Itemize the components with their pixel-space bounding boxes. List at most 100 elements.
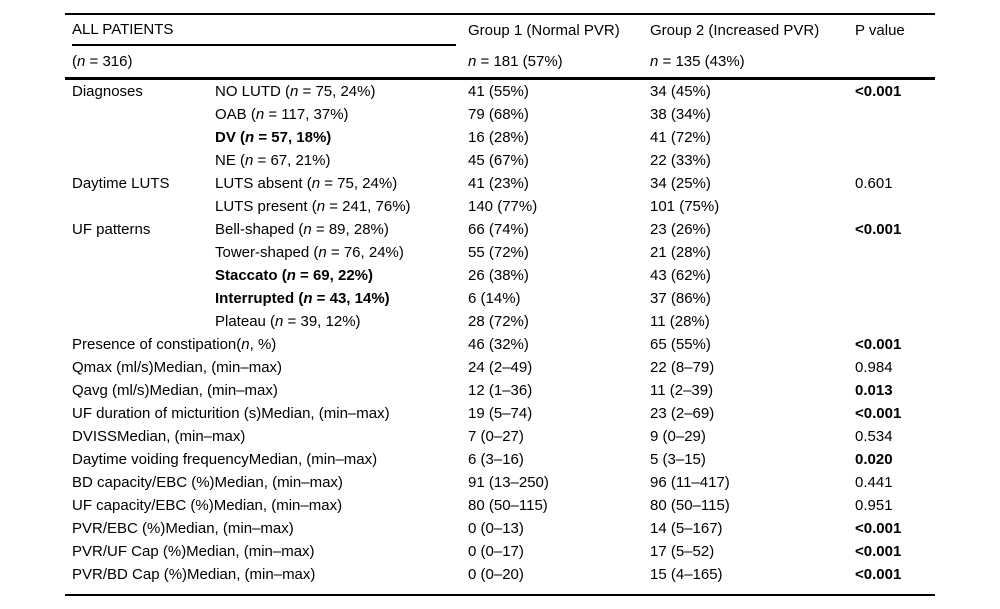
- row-category-cell: [72, 149, 215, 172]
- p-value-cell: [855, 287, 935, 310]
- row-category-cell: Qavg (ml/s)Median, (min–max): [72, 382, 278, 399]
- group1-value-cell: 26 (38%): [468, 267, 529, 284]
- table-body: Diagnoses NO LUTD (n = 75, 24%) 41 (55%)…: [65, 80, 935, 594]
- group2-value-cell: 80 (50–115): [650, 497, 730, 514]
- patient-comparison-table: ALL PATIENTS Group 1 (Normal PVR) Group …: [65, 13, 935, 596]
- group2-value-cell: 23 (2–69): [650, 405, 715, 422]
- p-value-cell: [855, 310, 935, 333]
- row-subcategory-cell: LUTS absent (n = 75, 24%): [215, 175, 398, 192]
- group2-value-cell: 21 (28%): [650, 244, 711, 261]
- table-row: Qmax (ml/s)Median, (min–max) 24 (2–49) 2…: [65, 356, 935, 379]
- table-row: NE (n = 67, 21%) 45 (67%) 22 (33%): [65, 149, 935, 172]
- p-value-cell: [855, 149, 935, 172]
- row-subcategory-cell: DV (n = 57, 18%): [215, 129, 332, 146]
- row-subcategory-cell: NO LUTD (n = 75, 24%): [215, 83, 376, 100]
- p-value-cell: <0.001: [855, 520, 902, 537]
- group1-count-cell: n = 181 (57%): [468, 46, 650, 77]
- p-value-cell: <0.001: [855, 566, 902, 583]
- p-value-cell: [855, 126, 935, 149]
- table-row: Qavg (ml/s)Median, (min–max) 12 (1–36) 1…: [65, 379, 935, 402]
- group1-value-cell: 41 (23%): [468, 175, 529, 192]
- group1-value-cell: 19 (5–74): [468, 405, 533, 422]
- group1-value-cell: 0 (0–17): [468, 543, 524, 560]
- group1-value-cell: 80 (50–115): [468, 497, 548, 514]
- row-category-cell: PVR/EBC (%)Median, (min–max): [72, 520, 294, 537]
- p-value-cell: 0.601: [855, 175, 893, 192]
- group2-value-cell: 101 (75%): [650, 198, 720, 215]
- row-category-cell: PVR/UF Cap (%)Median, (min–max): [72, 543, 315, 560]
- group1-value-cell: 24 (2–49): [468, 359, 533, 376]
- group1-value-cell: 12 (1–36): [468, 382, 533, 399]
- p-value-cell: 0.441: [855, 474, 893, 491]
- table-row: Interrupted (n = 43, 14%) 6 (14%) 37 (86…: [65, 287, 935, 310]
- group2-value-cell: 65 (55%): [650, 336, 711, 353]
- table-row: Diagnoses NO LUTD (n = 75, 24%) 41 (55%)…: [65, 80, 935, 103]
- group1-title: Group 1 (Normal PVR): [468, 22, 620, 39]
- table-row: OAB (n = 117, 37%) 79 (68%) 38 (34%): [65, 103, 935, 126]
- p-value-cell: <0.001: [855, 543, 902, 560]
- row-category-cell: UF duration of micturition (s)Median, (m…: [72, 405, 390, 422]
- table-row: UF capacity/EBC (%)Median, (min–max) 80 …: [65, 494, 935, 517]
- table-row: Presence of constipation(n, %) 46 (32%) …: [65, 333, 935, 356]
- row-category-cell: [72, 195, 215, 218]
- table-row: LUTS present (n = 241, 76%) 140 (77%) 10…: [65, 195, 935, 218]
- group1-value-cell: 0 (0–13): [468, 520, 524, 537]
- table-row: Tower-shaped (n = 76, 24%) 55 (72%) 21 (…: [65, 241, 935, 264]
- p-value-cell: 0.020: [855, 451, 893, 468]
- group2-value-cell: 23 (26%): [650, 221, 711, 238]
- row-category-cell: [72, 310, 215, 333]
- row-category-cell: Daytime LUTS: [72, 175, 170, 192]
- all-patients-header-cell: ALL PATIENTS: [72, 15, 456, 46]
- row-category-cell: UF capacity/EBC (%)Median, (min–max): [72, 497, 343, 514]
- row-subcategory-cell: OAB (n = 117, 37%): [215, 106, 349, 123]
- p-value-cell: [855, 195, 935, 218]
- table-header-row-titles: ALL PATIENTS Group 1 (Normal PVR) Group …: [65, 15, 935, 46]
- p-value-cell: 0.534: [855, 428, 893, 445]
- group1-value-cell: 46 (32%): [468, 336, 529, 353]
- row-category-cell: UF patterns: [72, 221, 151, 238]
- group2-value-cell: 22 (8–79): [650, 359, 715, 376]
- group1-value-cell: 79 (68%): [468, 106, 529, 123]
- group1-value-cell: 28 (72%): [468, 313, 529, 330]
- row-category-cell: BD capacity/EBC (%)Median, (min–max): [72, 474, 343, 491]
- p-value-cell: [855, 241, 935, 264]
- group2-value-cell: 43 (62%): [650, 267, 711, 284]
- row-category-cell: [72, 287, 215, 310]
- row-subcategory-cell: Tower-shaped (n = 76, 24%): [215, 244, 404, 261]
- all-patients-title: ALL PATIENTS: [72, 21, 174, 38]
- group2-value-cell: 15 (4–165): [650, 566, 723, 583]
- group2-value-cell: 22 (33%): [650, 152, 711, 169]
- group2-value-cell: 11 (2–39): [650, 382, 714, 399]
- row-category-cell: [72, 264, 215, 287]
- table-row: Daytime LUTS LUTS absent (n = 75, 24%) 4…: [65, 172, 935, 195]
- p-value-cell: [855, 103, 935, 126]
- group2-value-cell: 34 (25%): [650, 175, 711, 192]
- group2-count-cell: n = 135 (43%): [650, 46, 855, 77]
- group1-value-cell: 0 (0–20): [468, 566, 524, 583]
- row-category-cell: DVISSMedian, (min–max): [72, 428, 246, 445]
- p-value-empty-cell: [855, 46, 935, 77]
- table-row: PVR/BD Cap (%)Median, (min–max) 0 (0–20)…: [65, 563, 935, 586]
- table-row: DVISSMedian, (min–max) 7 (0–27) 9 (0–29)…: [65, 425, 935, 448]
- p-value-cell: 0.951: [855, 497, 893, 514]
- table-row: UF duration of micturition (s)Median, (m…: [65, 402, 935, 425]
- group1-value-cell: 66 (74%): [468, 221, 529, 238]
- table-bottom-rule: [65, 594, 935, 596]
- p-value-title: P value: [855, 22, 905, 39]
- row-category-cell: Diagnoses: [72, 83, 143, 100]
- group1-value-cell: 55 (72%): [468, 244, 529, 261]
- group1-value-cell: 7 (0–27): [468, 428, 524, 445]
- table-header-row-counts: (n = 316) n = 181 (57%) n = 135 (43%): [65, 46, 935, 77]
- table-row: BD capacity/EBC (%)Median, (min–max) 91 …: [65, 471, 935, 494]
- group2-value-cell: 37 (86%): [650, 290, 711, 307]
- group2-value-cell: 11 (28%): [650, 313, 710, 330]
- table-row: UF patterns Bell-shaped (n = 89, 28%) 66…: [65, 218, 935, 241]
- group1-value-cell: 91 (13–250): [468, 474, 549, 491]
- row-subcategory-cell: NE (n = 67, 21%): [215, 152, 331, 169]
- row-subcategory-cell: LUTS present (n = 241, 76%): [215, 198, 411, 215]
- table-row: DV (n = 57, 18%) 16 (28%) 41 (72%): [65, 126, 935, 149]
- row-category-cell: Presence of constipation(n, %): [72, 336, 277, 353]
- group2-value-cell: 17 (5–52): [650, 543, 715, 560]
- group1-count: n = 181 (57%): [468, 53, 563, 70]
- row-category-cell: Daytime voiding frequencyMedian, (min–ma…: [72, 451, 378, 468]
